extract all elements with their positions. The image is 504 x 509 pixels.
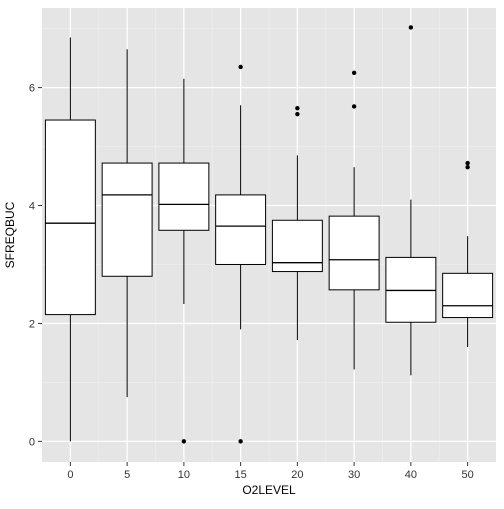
x-tick-label: 15 bbox=[235, 469, 247, 481]
outlier-point bbox=[465, 161, 469, 165]
outlier-point bbox=[352, 71, 356, 75]
box bbox=[216, 195, 266, 265]
chart-svg: 0 2 4 6 0 5 10 15 20 30 40 50 O2LEVEL SFREQBUC bbox=[0, 0, 504, 504]
box bbox=[159, 163, 209, 230]
outlier-point bbox=[295, 106, 299, 110]
x-tick-label: 50 bbox=[462, 469, 474, 481]
x-tick-label: 5 bbox=[124, 469, 130, 481]
box bbox=[443, 273, 493, 317]
outlier-point bbox=[352, 104, 356, 108]
y-tick-label: 2 bbox=[29, 318, 35, 330]
box bbox=[272, 220, 322, 271]
x-tick-label: 40 bbox=[405, 469, 417, 481]
y-tick-label: 6 bbox=[29, 83, 35, 95]
x-tick-label: 20 bbox=[291, 469, 303, 481]
x-tick-label: 10 bbox=[178, 469, 190, 481]
box bbox=[329, 216, 379, 290]
box bbox=[45, 120, 95, 315]
x-tick-label: 30 bbox=[348, 469, 360, 481]
x-tick-label: 0 bbox=[67, 469, 73, 481]
outlier-point bbox=[465, 165, 469, 169]
x-axis-title: O2LEVEL bbox=[242, 483, 296, 497]
outlier-point bbox=[238, 65, 242, 69]
outlier-point bbox=[409, 25, 413, 29]
outlier-point bbox=[182, 439, 186, 443]
y-tick-label: 0 bbox=[29, 436, 35, 448]
box bbox=[102, 163, 152, 276]
outlier-point bbox=[295, 112, 299, 116]
boxplot-chart: 0 2 4 6 0 5 10 15 20 30 40 50 O2LEVEL SFREQBUC bbox=[0, 0, 504, 504]
outlier-point bbox=[238, 439, 242, 443]
y-tick-label: 4 bbox=[29, 201, 35, 213]
y-axis-title: SFREQBUC bbox=[3, 201, 17, 268]
